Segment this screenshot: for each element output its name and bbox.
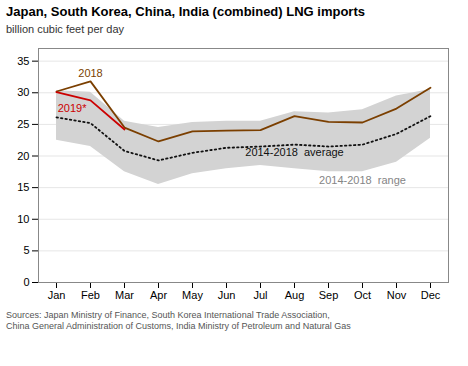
svg-text:Sep: Sep bbox=[319, 289, 339, 301]
svg-text:May: May bbox=[182, 289, 203, 301]
svg-text:30: 30 bbox=[17, 86, 29, 98]
svg-text:35: 35 bbox=[17, 55, 29, 67]
html-text:Sources: Japan Ministry of Fin: Sources: Japan Ministry of Finance, Sout… bbox=[6, 310, 351, 331]
svg-text:20: 20 bbox=[17, 150, 29, 162]
svg-text:Dec: Dec bbox=[421, 289, 441, 301]
svg-text:0: 0 bbox=[23, 276, 29, 288]
svg-text:Oct: Oct bbox=[354, 289, 371, 301]
svg-text:Nov: Nov bbox=[387, 289, 407, 301]
svg-text:15: 15 bbox=[17, 181, 29, 193]
svg-text:Jan: Jan bbox=[48, 289, 66, 301]
html-text:billion cubic feet per day: billion cubic feet per day bbox=[6, 23, 124, 35]
html-text:Japan, South Korea, China, Ind: Japan, South Korea, China, India (combin… bbox=[6, 4, 365, 19]
svg-text:2018: 2018 bbox=[78, 67, 102, 79]
svg-text:2014-2018 average: 2014-2018 average bbox=[245, 146, 343, 158]
svg-text:5: 5 bbox=[23, 244, 29, 256]
svg-text:Apr: Apr bbox=[150, 289, 167, 301]
svg-text:Aug: Aug bbox=[285, 289, 305, 301]
svg-text:Jul: Jul bbox=[253, 289, 267, 301]
svg-text:Mar: Mar bbox=[115, 289, 134, 301]
svg-text:Feb: Feb bbox=[81, 289, 100, 301]
svg-text:25: 25 bbox=[17, 118, 29, 130]
svg-text:Jun: Jun bbox=[218, 289, 236, 301]
svg-text:2019*: 2019* bbox=[58, 102, 87, 114]
svg-text:10: 10 bbox=[17, 213, 29, 225]
svg-text:2014-2018 range: 2014-2018 range bbox=[319, 174, 406, 186]
